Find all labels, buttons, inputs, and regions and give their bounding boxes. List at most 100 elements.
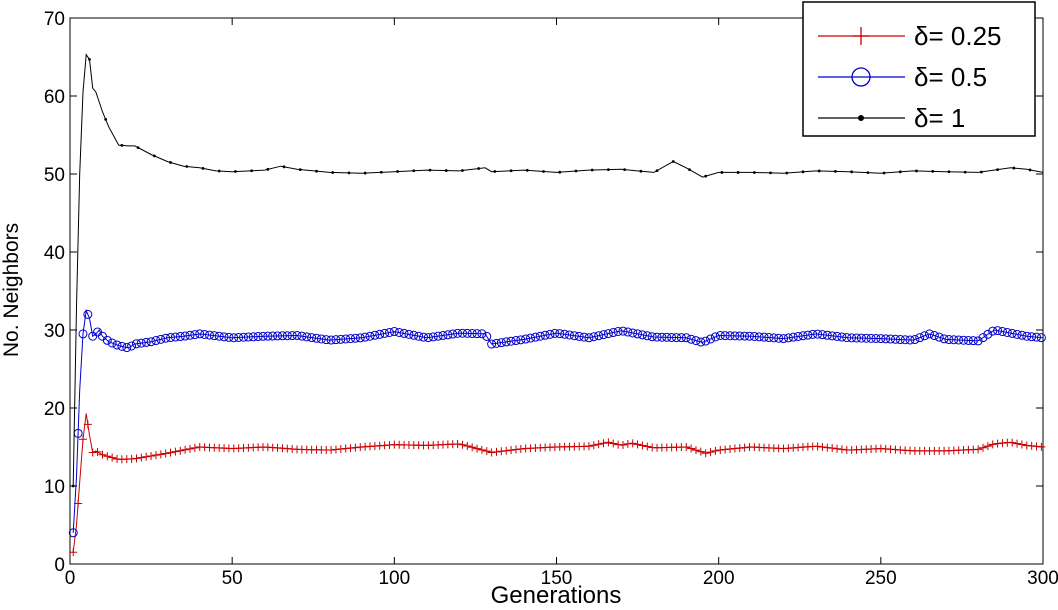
y-tick-label: 50 bbox=[44, 165, 65, 186]
legend-box bbox=[802, 1, 1036, 137]
data-point bbox=[190, 330, 200, 340]
data-point bbox=[458, 440, 467, 449]
data-point bbox=[643, 442, 652, 451]
data-point bbox=[248, 332, 258, 342]
data-point bbox=[701, 336, 711, 346]
data-point bbox=[785, 171, 789, 175]
data-point bbox=[250, 169, 254, 173]
data-point bbox=[890, 334, 900, 344]
data-point bbox=[234, 170, 237, 173]
data-point bbox=[949, 335, 959, 345]
data-point bbox=[993, 326, 1003, 336]
data-point bbox=[905, 335, 915, 345]
data-point bbox=[341, 334, 351, 344]
data-point bbox=[934, 332, 944, 342]
data-point bbox=[947, 170, 951, 174]
legend-label: δ= 0.25 bbox=[914, 21, 1001, 51]
data-point bbox=[68, 528, 78, 538]
data-point bbox=[379, 170, 383, 174]
data-point bbox=[988, 326, 998, 336]
y-axis: 0 10 20 30 40 50 60 70 bbox=[44, 9, 1043, 576]
data-point bbox=[316, 334, 326, 344]
data-point bbox=[399, 328, 409, 338]
data-point bbox=[672, 333, 682, 343]
data-point bbox=[477, 445, 486, 454]
data-point bbox=[1027, 332, 1037, 342]
data-point bbox=[350, 333, 360, 343]
data-point bbox=[195, 329, 205, 339]
data-point bbox=[453, 328, 463, 338]
data-point bbox=[502, 446, 511, 455]
data-point bbox=[652, 332, 662, 342]
y-axis-title: No. Neighbors bbox=[0, 223, 23, 357]
data-point bbox=[185, 330, 195, 340]
data-point bbox=[647, 332, 657, 342]
data-point bbox=[691, 336, 701, 346]
data-point bbox=[710, 332, 720, 342]
data-point bbox=[898, 170, 902, 174]
data-point bbox=[924, 329, 934, 339]
data-point bbox=[190, 443, 199, 452]
data-point bbox=[112, 340, 122, 350]
data-point bbox=[850, 170, 854, 174]
data-point bbox=[1008, 438, 1017, 447]
data-point bbox=[277, 331, 287, 341]
data-point bbox=[525, 168, 529, 172]
data-point bbox=[886, 334, 896, 344]
data-point bbox=[715, 330, 725, 340]
data-point bbox=[594, 440, 603, 449]
data-point bbox=[827, 331, 837, 341]
data-point bbox=[633, 440, 642, 449]
data-point bbox=[847, 333, 857, 343]
data-point bbox=[798, 331, 808, 341]
data-point bbox=[817, 169, 821, 173]
data-point bbox=[443, 330, 453, 340]
data-point bbox=[229, 333, 239, 343]
data-point bbox=[253, 332, 263, 342]
data-point bbox=[613, 326, 623, 336]
data-point bbox=[833, 444, 842, 453]
data-point bbox=[1036, 333, 1046, 343]
data-point bbox=[823, 443, 832, 452]
data-point bbox=[720, 331, 730, 341]
data-point bbox=[151, 451, 160, 460]
data-point bbox=[979, 170, 983, 174]
data-point bbox=[1032, 332, 1042, 342]
data-point bbox=[560, 329, 570, 339]
data-point bbox=[1012, 329, 1022, 339]
data-point bbox=[837, 332, 847, 342]
data-point bbox=[412, 169, 416, 173]
data-point bbox=[558, 170, 562, 174]
data-point bbox=[152, 154, 156, 158]
data-point bbox=[638, 441, 647, 450]
data-point bbox=[347, 171, 351, 175]
x-tick-label: 250 bbox=[865, 568, 897, 589]
data-point bbox=[752, 171, 756, 174]
data-point bbox=[282, 165, 286, 169]
data-point bbox=[363, 171, 367, 175]
data-point bbox=[175, 332, 185, 342]
data-point bbox=[104, 118, 108, 121]
data-point bbox=[185, 165, 189, 168]
data-point bbox=[671, 160, 675, 163]
data-point bbox=[939, 334, 949, 344]
x-axis-title: Generations bbox=[491, 582, 622, 609]
y-tick-label: 70 bbox=[44, 9, 65, 30]
legend-marker bbox=[853, 27, 869, 45]
data-point bbox=[477, 167, 481, 170]
data-point bbox=[604, 438, 613, 447]
data-point bbox=[389, 327, 399, 337]
data-point bbox=[759, 332, 769, 342]
data-point bbox=[895, 335, 905, 345]
data-point bbox=[545, 329, 555, 339]
data-point bbox=[1017, 330, 1027, 340]
data-point bbox=[315, 169, 318, 173]
data-point bbox=[266, 167, 270, 171]
data-point bbox=[83, 309, 93, 319]
data-point bbox=[457, 328, 467, 338]
data-point bbox=[1012, 166, 1016, 170]
data-point bbox=[769, 333, 779, 343]
data-point bbox=[910, 335, 920, 345]
data-point bbox=[506, 336, 516, 346]
data-point bbox=[496, 338, 506, 348]
